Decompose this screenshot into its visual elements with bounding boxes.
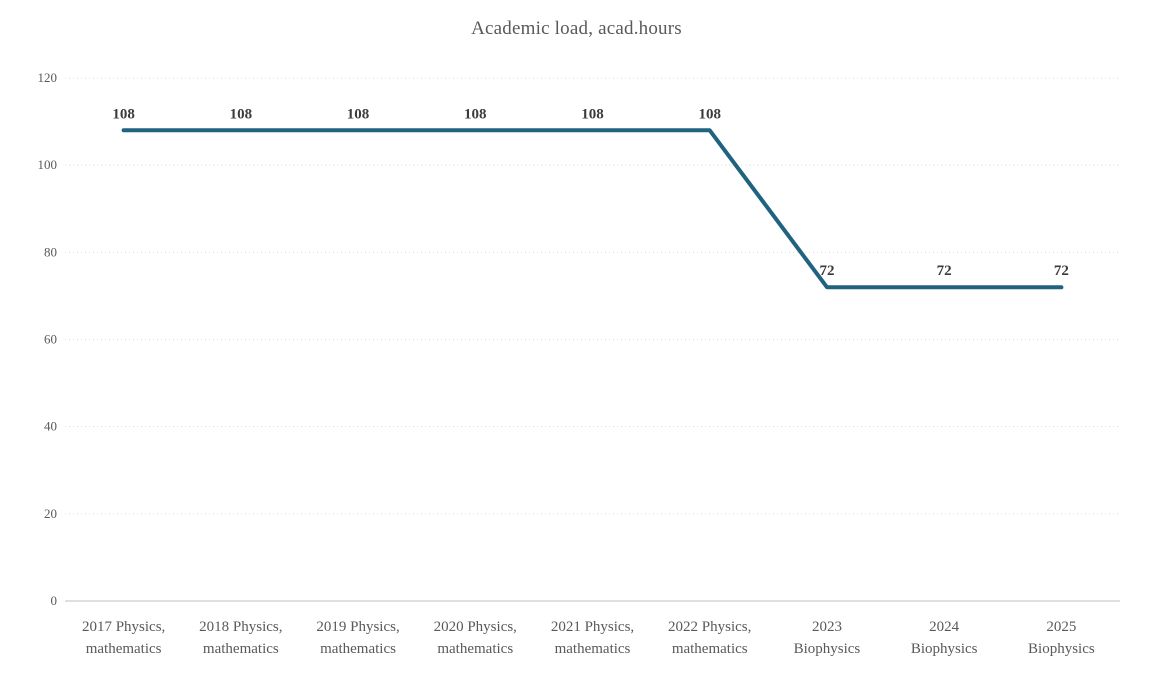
data-label: 108 [698, 106, 721, 122]
y-tick-label: 0 [51, 593, 58, 608]
data-label: 108 [230, 106, 253, 122]
data-label: 108 [347, 106, 370, 122]
data-label: 108 [464, 106, 487, 122]
chart-title: Academic load, acad.hours [471, 18, 682, 39]
y-tick-label: 80 [44, 244, 57, 259]
x-axis-label: 2020 Physics, mathematics [434, 619, 517, 657]
x-axis-label: 2019 Physics, mathematics [316, 619, 399, 657]
data-label: 72 [937, 263, 952, 279]
y-tick-label: 40 [44, 419, 57, 434]
x-axis-label: 2017 Physics, mathematics [82, 619, 165, 657]
y-tick-label: 100 [38, 157, 58, 172]
data-label: 108 [112, 106, 135, 122]
y-tick-label: 20 [44, 506, 57, 521]
data-label: 72 [1054, 263, 1069, 279]
x-axis-label: 2021 Physics, mathematics [551, 619, 634, 657]
x-axis-label: 2023 Biophysics [794, 619, 861, 657]
y-tick-label: 60 [44, 332, 57, 347]
data-label: 108 [581, 106, 604, 122]
x-axis-label: 2025 Biophysics [1028, 619, 1095, 657]
x-axis-label: 2018 Physics, mathematics [199, 619, 282, 657]
y-tick-label: 120 [38, 70, 58, 85]
data-label: 72 [819, 263, 834, 279]
x-axis-label: 2022 Physics, mathematics [668, 619, 751, 657]
x-axis-label: 2024 Biophysics [911, 619, 978, 657]
series-line [121, 128, 1064, 290]
